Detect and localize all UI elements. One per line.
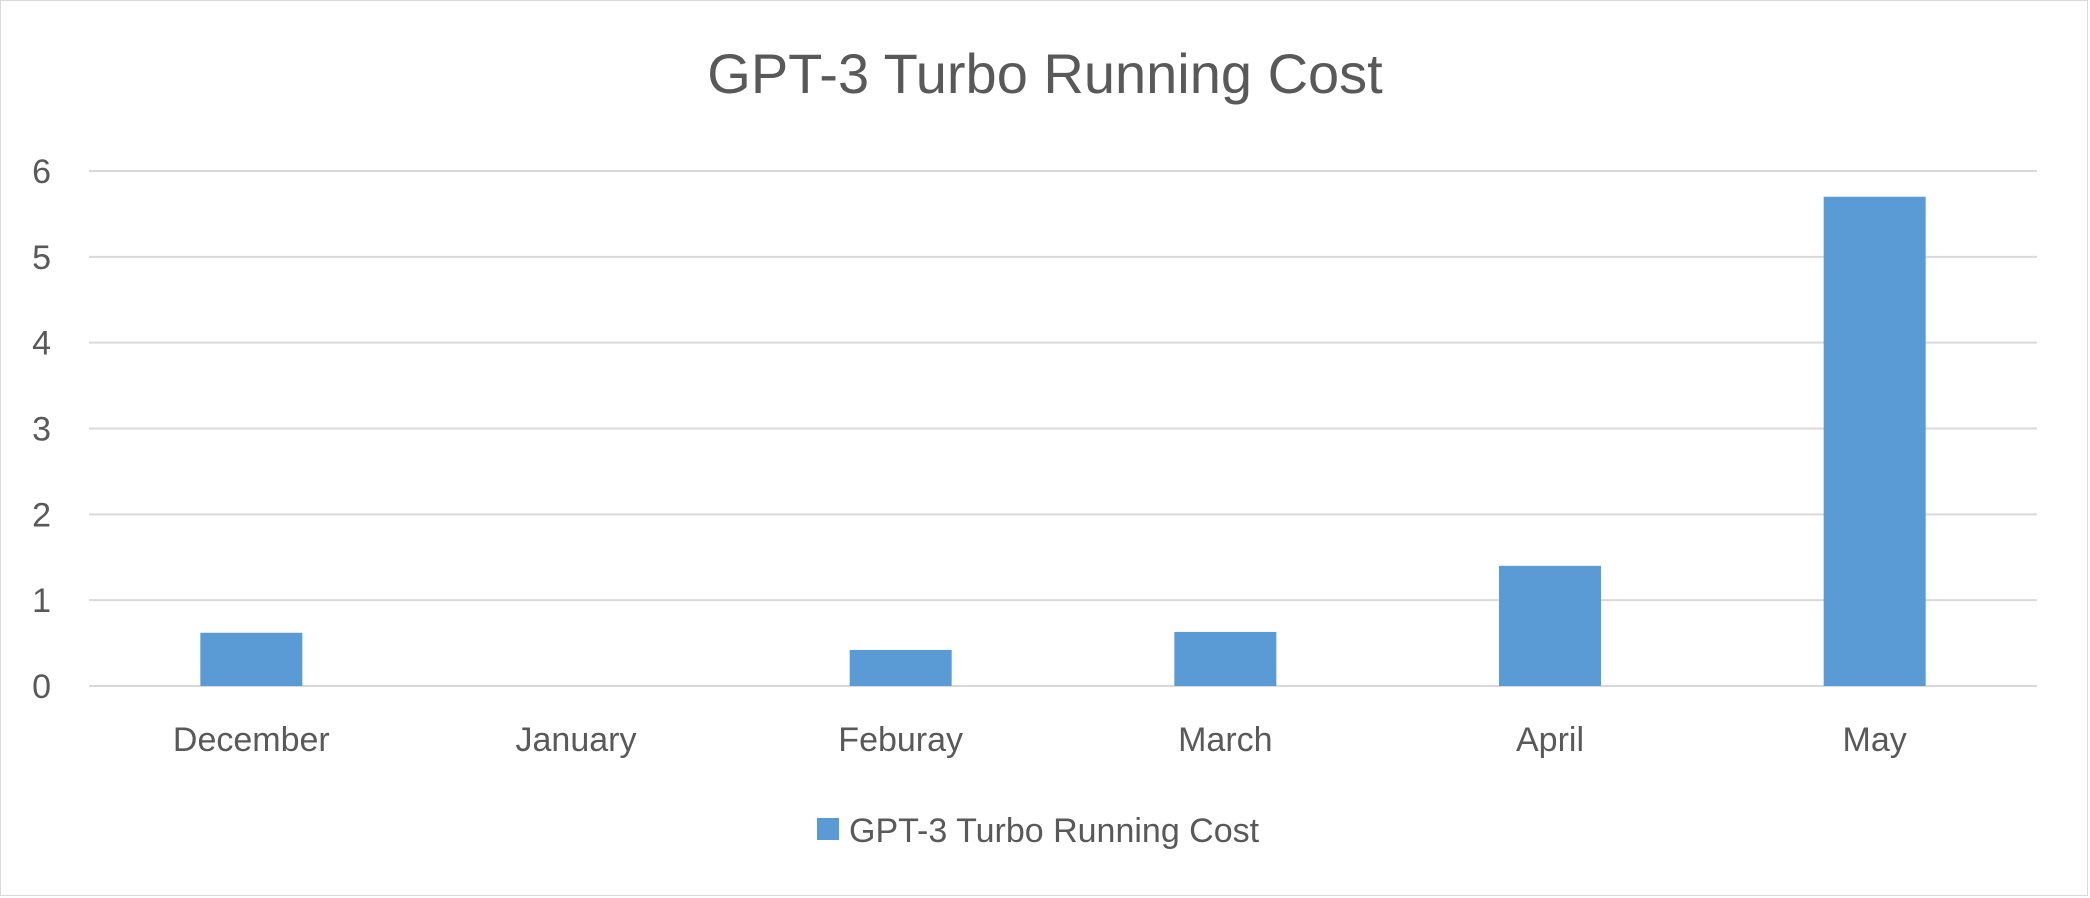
bars [200, 196, 1926, 686]
legend-label: GPT-3 Turbo Running Cost [849, 812, 1260, 850]
bar-april [1499, 565, 1601, 686]
x-tick-label: January [516, 721, 637, 759]
x-tick-label: April [1516, 721, 1584, 759]
x-tick-label: Feburay [838, 721, 963, 759]
y-tick-label: 3 [32, 411, 51, 449]
gridlines [89, 170, 2037, 687]
y-tick-label: 1 [32, 582, 51, 620]
bar-may [1823, 196, 1926, 686]
chart-title: GPT-3 Turbo Running Cost [707, 42, 1383, 105]
x-axis-tick-labels: December January Feburay March April May [173, 721, 1907, 759]
x-tick-label: May [1843, 721, 1907, 759]
y-tick-label: 2 [32, 496, 51, 534]
x-tick-label: December [173, 721, 330, 759]
bar-feburay [849, 649, 952, 686]
bar-march [1174, 631, 1277, 686]
y-tick-label: 4 [32, 325, 51, 363]
y-tick-label: 5 [32, 239, 51, 277]
y-tick-label: 6 [32, 153, 51, 191]
x-tick-label: March [1178, 721, 1272, 759]
legend-swatch [817, 818, 839, 840]
bar-december [200, 632, 303, 686]
y-axis-tick-labels: 0 1 2 3 4 5 6 [32, 153, 51, 706]
y-tick-label: 0 [32, 668, 51, 706]
legend: GPT-3 Turbo Running Cost [817, 812, 1260, 850]
